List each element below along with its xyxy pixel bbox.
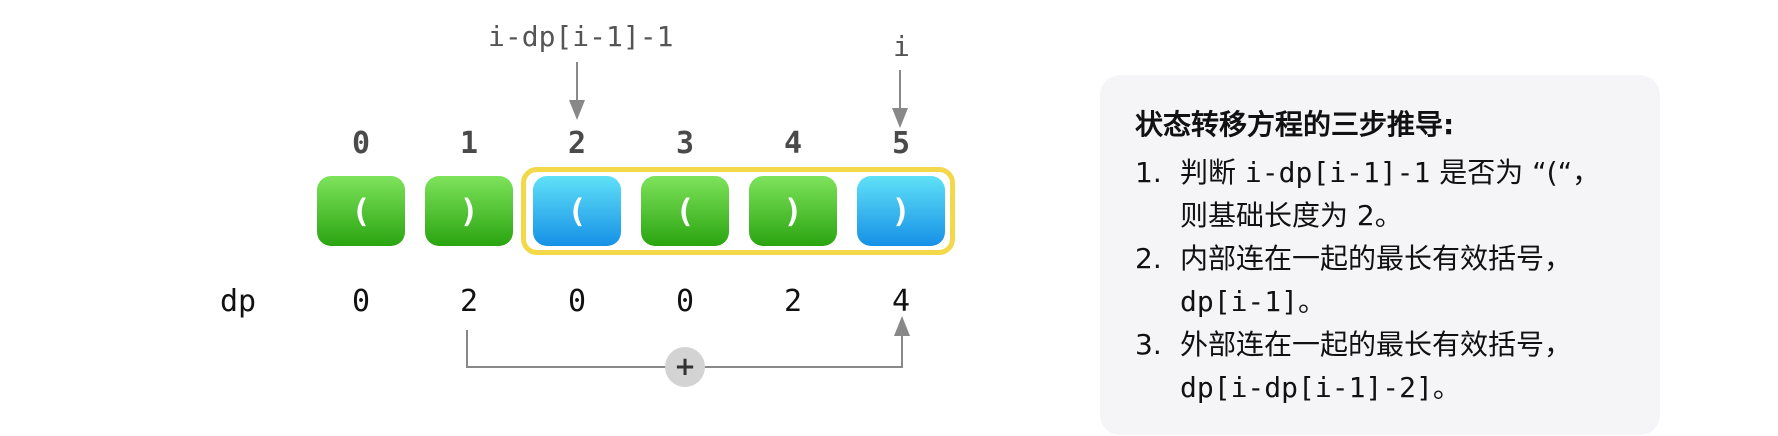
step-number: 1. [1135,156,1162,189]
left-pointer-label: i-dp[i-1]-1 [488,20,674,53]
step-line: dp[i-dp[i-1]-2]。 [1180,366,1640,409]
code-fragment: dp[i-1]。 [1180,285,1327,318]
paren-cell-0: ( [317,176,405,246]
step-line: dp[i-1]。 [1180,280,1640,323]
plus-icon: + [665,347,705,387]
index-label-2: 2 [567,126,587,161]
step-text: 外部连在一起的最长有效括号， dp[i-dp[i-1]-2]。 [1180,323,1640,409]
step-item-1: 1. 判断 i-dp[i-1]-1 是否为 “(“， 则基础长度为 2。 [1135,151,1640,237]
dp-value-0: 0 [351,284,371,319]
explanation-panel: 状态转移方程的三步推导: 1. 判断 i-dp[i-1]-1 是否为 “(“， 则基… [1100,75,1660,435]
panel-title: 状态转移方程的三步推导: [1135,108,1455,141]
right-pointer-label: i [893,30,910,63]
code-fragment: dp[i-dp[i-1]-2]。 [1180,371,1461,404]
highlight-range [521,167,955,255]
step-line: 判断 i-dp[i-1]-1 是否为 “(“， [1180,151,1640,194]
index-label-0: 0 [351,126,371,161]
step-line: 外部连在一起的最长有效括号， [1180,323,1640,366]
paren-cell-3: ( [641,176,729,246]
step-number: 3. [1135,328,1162,361]
text-fragment: 外部连在一起的最长有效括号， [1180,328,1573,361]
text-fragment: 内部连在一起的最长有效括号， [1180,242,1573,275]
text-fragment: 是否为 “(“， [1430,156,1601,189]
steps-list: 1. 判断 i-dp[i-1]-1 是否为 “(“， 则基础长度为 2。 2. 内部连在… [1135,151,1640,409]
paren-cell-2: ( [533,176,621,246]
dp-value-5: 4 [891,284,911,319]
paren-cell-4: ) [749,176,837,246]
index-label-1: 1 [459,126,479,161]
text-fragment: 判断 [1180,156,1245,189]
code-fragment: i-dp[i-1]-1 [1244,156,1431,189]
index-label-4: 4 [783,126,803,161]
dp-value-4: 2 [783,284,803,319]
paren-cell-5: ) [857,176,945,246]
step-line: 则基础长度为 2。 [1180,194,1640,237]
index-label-3: 3 [675,126,695,161]
step-text: 判断 i-dp[i-1]-1 是否为 “(“， 则基础长度为 2。 [1180,151,1640,237]
step-item-2: 2. 内部连在一起的最长有效括号， dp[i-1]。 [1135,237,1640,323]
dp-row-label: dp [220,284,257,319]
step-item-3: 3. 外部连在一起的最长有效括号， dp[i-dp[i-1]-2]。 [1135,323,1640,409]
dp-value-1: 2 [459,284,479,319]
index-label-5: 5 [891,126,911,161]
dp-value-3: 0 [675,284,695,319]
dp-value-2: 0 [567,284,587,319]
text-fragment: 则基础长度为 2。 [1180,199,1403,232]
step-text: 内部连在一起的最长有效括号， dp[i-1]。 [1180,237,1640,323]
step-number: 2. [1135,242,1162,275]
step-line: 内部连在一起的最长有效括号， [1180,237,1640,280]
paren-cell-1: ) [425,176,513,246]
